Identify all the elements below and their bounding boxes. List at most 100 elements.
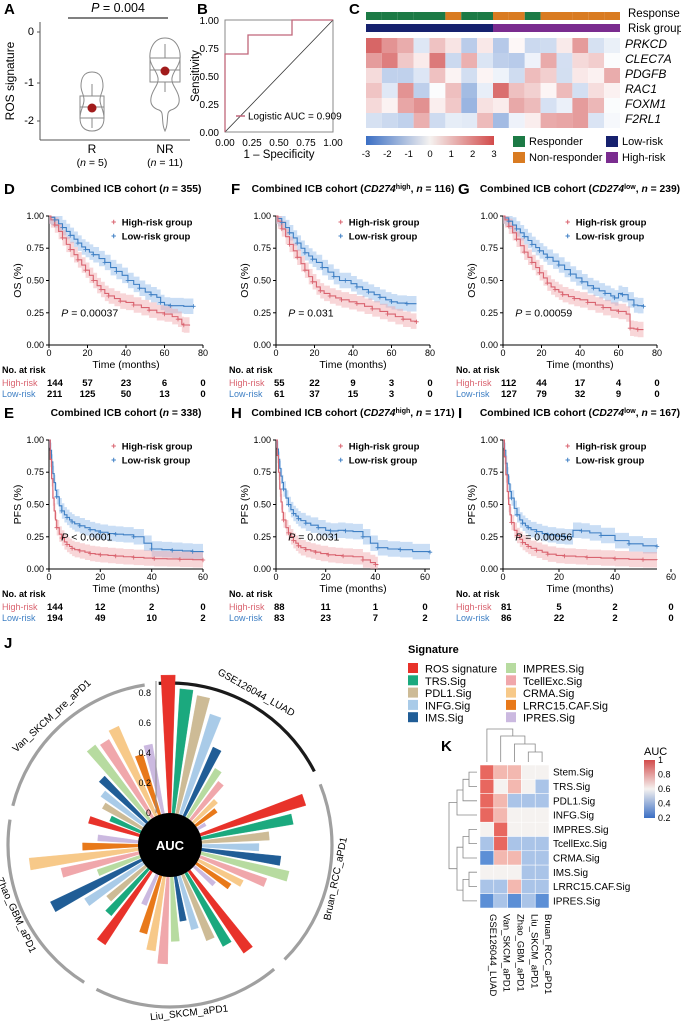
svg-text:0.25: 0.25 bbox=[480, 532, 498, 542]
svg-text:P = 0.0031: P = 0.0031 bbox=[288, 532, 339, 544]
svg-text:D: D bbox=[4, 181, 15, 198]
svg-text:0.50: 0.50 bbox=[269, 138, 289, 149]
svg-text:High-risk group: High-risk group bbox=[349, 218, 420, 229]
svg-text:Low-risk group: Low-risk group bbox=[122, 232, 191, 243]
svg-text:High-risk: High-risk bbox=[2, 378, 38, 388]
svg-text:Zhao_GBM_aPD1: Zhao_GBM_aPD1 bbox=[515, 914, 526, 992]
svg-text:High-risk group: High-risk group bbox=[122, 442, 193, 453]
svg-text:TRS.Sig: TRS.Sig bbox=[425, 676, 466, 688]
svg-text:1.00: 1.00 bbox=[253, 435, 271, 445]
svg-text:0.8: 0.8 bbox=[658, 770, 671, 780]
svg-text:AUC: AUC bbox=[644, 746, 667, 758]
svg-text:Combined ICB cohort (n = 355): Combined ICB cohort (n = 355) bbox=[51, 184, 202, 195]
svg-text:17: 17 bbox=[575, 378, 586, 389]
svg-text:0: 0 bbox=[500, 348, 505, 358]
svg-text:20: 20 bbox=[554, 572, 564, 582]
svg-text:22: 22 bbox=[309, 378, 320, 389]
svg-text:NR: NR bbox=[156, 142, 174, 156]
svg-text:Responder: Responder bbox=[529, 136, 583, 148]
svg-text:0.2: 0.2 bbox=[658, 813, 671, 823]
svg-text:Low-risk: Low-risk bbox=[456, 613, 490, 623]
svg-text:(n = 5): (n = 5) bbox=[77, 157, 108, 169]
svg-text:0.00: 0.00 bbox=[215, 138, 235, 149]
svg-text:144: 144 bbox=[47, 602, 64, 613]
svg-text:Low-risk group: Low-risk group bbox=[349, 456, 418, 467]
svg-text:144: 144 bbox=[47, 378, 64, 389]
svg-text:Low-risk group: Low-risk group bbox=[349, 232, 418, 243]
svg-text:60: 60 bbox=[198, 572, 208, 582]
svg-text:60: 60 bbox=[159, 348, 169, 358]
svg-text:0: 0 bbox=[427, 149, 432, 160]
svg-text:2: 2 bbox=[612, 613, 617, 624]
svg-text:0.25: 0.25 bbox=[253, 532, 271, 542]
svg-text:0.75: 0.75 bbox=[26, 243, 44, 253]
svg-text:60: 60 bbox=[420, 572, 430, 582]
svg-text:0: 0 bbox=[654, 389, 659, 400]
svg-text:79: 79 bbox=[536, 389, 547, 400]
svg-text:20: 20 bbox=[536, 348, 546, 358]
svg-text:194: 194 bbox=[47, 613, 64, 624]
svg-text:IMS.Sig: IMS.Sig bbox=[425, 713, 464, 725]
svg-text:0.25: 0.25 bbox=[26, 308, 44, 318]
svg-text:0: 0 bbox=[200, 602, 205, 613]
svg-text:Low-risk: Low-risk bbox=[2, 613, 36, 623]
svg-text:No. at risk: No. at risk bbox=[456, 589, 501, 599]
svg-text:RAC1: RAC1 bbox=[625, 82, 657, 96]
svg-text:TRS.Sig: TRS.Sig bbox=[553, 782, 590, 793]
svg-text:0.50: 0.50 bbox=[26, 276, 44, 286]
svg-text:83: 83 bbox=[274, 613, 285, 624]
svg-text:0.00: 0.00 bbox=[480, 564, 498, 574]
svg-text:80: 80 bbox=[198, 348, 208, 358]
svg-text:0.50: 0.50 bbox=[480, 500, 498, 510]
svg-text:No. at risk: No. at risk bbox=[229, 365, 274, 375]
svg-text:Bruan_RCC_aPD1: Bruan_RCC_aPD1 bbox=[542, 914, 553, 994]
svg-text:40: 40 bbox=[121, 348, 131, 358]
svg-text:0: 0 bbox=[273, 348, 278, 358]
svg-text:K: K bbox=[441, 738, 452, 755]
svg-text:49: 49 bbox=[95, 613, 106, 624]
svg-text:20: 20 bbox=[82, 348, 92, 358]
svg-text:IPRES.Sig: IPRES.Sig bbox=[553, 896, 600, 907]
svg-text:High-risk group: High-risk group bbox=[576, 218, 647, 229]
svg-text:High-risk: High-risk bbox=[229, 602, 265, 612]
svg-text:0.75: 0.75 bbox=[26, 467, 44, 477]
svg-text:0: 0 bbox=[500, 572, 505, 582]
svg-text:0.25: 0.25 bbox=[26, 532, 44, 542]
svg-text:F: F bbox=[231, 181, 240, 198]
svg-text:J: J bbox=[4, 635, 12, 652]
svg-text:0.4: 0.4 bbox=[138, 748, 151, 758]
svg-text:Low-risk group: Low-risk group bbox=[576, 456, 645, 467]
svg-text:Combined ICB cohort (CD274low,: Combined ICB cohort (CD274low, n = 239) bbox=[480, 184, 680, 196]
svg-text:Low-risk group: Low-risk group bbox=[122, 456, 191, 467]
svg-text:No. at risk: No. at risk bbox=[2, 365, 47, 375]
svg-text:1.00: 1.00 bbox=[480, 211, 498, 221]
svg-text:CLEC7A: CLEC7A bbox=[625, 52, 672, 66]
svg-text:40: 40 bbox=[575, 348, 585, 358]
svg-text:PFS (%): PFS (%) bbox=[239, 485, 251, 525]
svg-text:Time (months): Time (months) bbox=[92, 359, 159, 371]
svg-text:3: 3 bbox=[389, 378, 394, 389]
svg-text:0: 0 bbox=[668, 602, 673, 613]
svg-text:0.6: 0.6 bbox=[138, 718, 151, 728]
svg-text:2: 2 bbox=[422, 613, 427, 624]
svg-text:0.75: 0.75 bbox=[480, 243, 498, 253]
svg-text:Time (months): Time (months) bbox=[319, 583, 386, 595]
svg-text:Low-risk: Low-risk bbox=[456, 389, 490, 399]
svg-text:1.00: 1.00 bbox=[323, 138, 343, 149]
svg-text:Time (months): Time (months) bbox=[319, 359, 386, 371]
svg-text:High-risk: High-risk bbox=[2, 602, 38, 612]
svg-text:CRMA.Sig: CRMA.Sig bbox=[523, 688, 574, 700]
svg-text:0.25: 0.25 bbox=[480, 308, 498, 318]
svg-text:0: 0 bbox=[200, 378, 205, 389]
svg-text:PFS (%): PFS (%) bbox=[466, 485, 478, 525]
svg-text:Time (months): Time (months) bbox=[92, 583, 159, 595]
svg-text:0.75: 0.75 bbox=[480, 467, 498, 477]
svg-text:PDL1.Sig: PDL1.Sig bbox=[425, 688, 471, 700]
svg-text:H: H bbox=[231, 405, 242, 422]
svg-text:0.50: 0.50 bbox=[200, 72, 220, 83]
svg-text:3: 3 bbox=[389, 389, 394, 400]
svg-text:60: 60 bbox=[613, 348, 623, 358]
svg-text:Low-risk: Low-risk bbox=[229, 389, 263, 399]
svg-text:IMPRES.Sig: IMPRES.Sig bbox=[523, 664, 584, 676]
svg-text:High-risk: High-risk bbox=[229, 378, 265, 388]
